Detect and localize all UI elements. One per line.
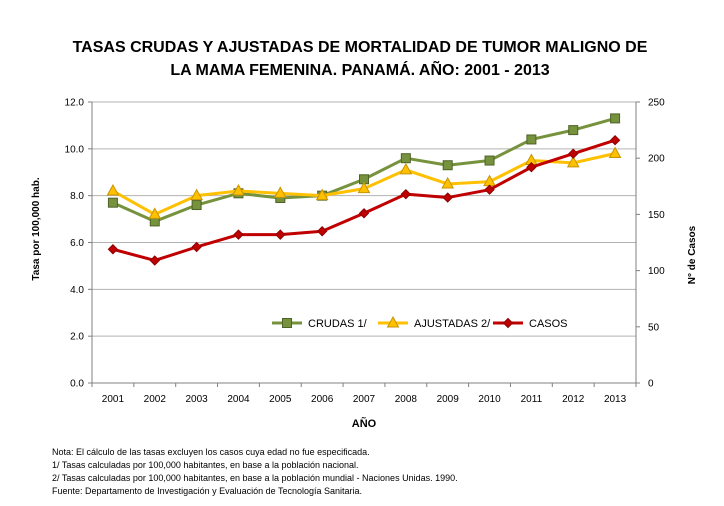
left-tick-label: 8.0	[70, 191, 84, 202]
data-point	[484, 184, 495, 195]
data-point	[400, 153, 411, 164]
data-point	[275, 229, 286, 240]
data-point	[273, 186, 287, 198]
legend-entry: CASOS	[493, 317, 568, 330]
data-point	[149, 255, 160, 266]
legend-label: AJUSTADAS 2/	[414, 318, 491, 330]
x-tick-label: 2006	[311, 394, 334, 405]
data-point	[357, 181, 371, 194]
chart-title-line-2: LA MAMA FEMENINA. PANAMÁ. AÑO: 2001 - 20…	[170, 62, 550, 79]
footnote-nota: Nota: El cálculo de las tasas excluyen l…	[52, 447, 370, 457]
legend-marker	[282, 318, 292, 328]
right-tick-label: 50	[648, 322, 660, 333]
data-point	[484, 155, 495, 166]
legend-entry: AJUSTADAS 2/	[378, 315, 491, 330]
legend-marker	[502, 317, 514, 329]
legend-entry: CRUDAS 1/	[272, 318, 368, 330]
data-point	[399, 162, 413, 175]
x-tick-label: 2003	[185, 394, 208, 405]
data-point	[526, 134, 537, 145]
data-point	[106, 183, 120, 196]
data-point	[610, 113, 621, 124]
data-point	[526, 161, 537, 173]
right-axis-ticks: 0 50 100 150 200 250	[648, 98, 665, 390]
right-tick-label: 250	[648, 98, 665, 109]
left-tick-label: 2.0	[70, 332, 84, 343]
data-point	[316, 226, 328, 237]
footnote-fuente: Fuente: Departamento de Investigación y …	[52, 486, 363, 496]
data-point	[107, 244, 119, 255]
legend-label: CASOS	[529, 318, 568, 330]
footnotes: Nota: El cálculo de las tasas excluyen l…	[52, 446, 458, 498]
right-tick-label: 150	[648, 210, 665, 221]
data-point	[609, 135, 621, 146]
data-point	[442, 160, 453, 171]
x-tick-label: 2011	[521, 394, 543, 405]
x-tick-label: 2005	[269, 394, 292, 405]
chart-title-line-1: TASAS CRUDAS Y AJUSTADAS DE MORTALIDAD D…	[72, 39, 648, 56]
series-line	[112, 116, 616, 223]
data-point	[358, 208, 370, 219]
legend-marker	[386, 315, 400, 328]
right-tick-label: 200	[648, 154, 665, 165]
y-axis-label-left: Tasa por 100,000 hab.	[31, 177, 42, 280]
y-axis-label-right: N° de Casos	[687, 225, 698, 284]
data-point	[315, 188, 329, 201]
data-point	[148, 207, 162, 219]
legend: CRUDAS 1/AJUSTADAS 2/CASOS	[272, 315, 568, 330]
x-tick-label: 2008	[395, 394, 418, 405]
left-tick-label: 12.0	[65, 98, 85, 109]
chart-title: TASAS CRUDAS Y AJUSTADAS DE MORTALIDAD D…	[40, 36, 680, 82]
right-tick-label: 100	[648, 266, 665, 277]
data-point	[568, 125, 579, 136]
data-point	[566, 155, 580, 168]
legend-label: CRUDAS 1/	[308, 318, 368, 330]
x-tick-label: 2013	[604, 394, 627, 405]
x-tick-label: 2002	[144, 394, 167, 405]
x-tick-label: 2004	[227, 394, 250, 405]
left-axis-ticks: 0.0 2.0 4.0 6.0 8.0 10.0 12.0	[65, 98, 85, 390]
left-tick-label: 10.0	[65, 144, 85, 155]
footnote-2: 2/ Tasas calculadas por 100,000 habitant…	[52, 473, 458, 483]
x-tick-label: 2007	[353, 394, 376, 405]
data-point	[232, 183, 245, 196]
x-axis-ticks: 2001 2002 2003 2004 2005 2006 2007 2008 2009 2010…	[102, 394, 627, 405]
x-tick-label: 2012	[562, 394, 585, 405]
data-point	[107, 197, 118, 208]
x-axis-label: AÑO	[352, 417, 377, 430]
data-point	[441, 176, 455, 189]
data-point	[191, 241, 202, 253]
series-layer	[106, 113, 622, 266]
data-point	[400, 188, 412, 200]
data-point	[191, 200, 202, 211]
left-tick-label: 0.0	[70, 379, 84, 390]
gridlines	[88, 101, 640, 387]
x-tick-label: 2001	[102, 394, 125, 405]
data-point	[233, 229, 244, 240]
footnote-1: 1/ Tasas calculadas por 100,000 habitant…	[52, 460, 359, 470]
left-tick-label: 4.0	[70, 285, 84, 296]
data-point	[608, 146, 622, 159]
data-point	[190, 188, 203, 201]
right-tick-label: 0	[648, 379, 654, 390]
x-tick-label: 2009	[437, 394, 460, 405]
series-2	[106, 146, 622, 219]
series-3	[107, 135, 621, 266]
left-tick-label: 6.0	[70, 238, 84, 249]
x-tick-label: 2010	[478, 394, 501, 405]
data-point	[442, 192, 453, 203]
data-point	[568, 148, 579, 159]
line-chart: 0.02.04.06.08.010.012.0 050100150200250 …	[31, 98, 698, 431]
